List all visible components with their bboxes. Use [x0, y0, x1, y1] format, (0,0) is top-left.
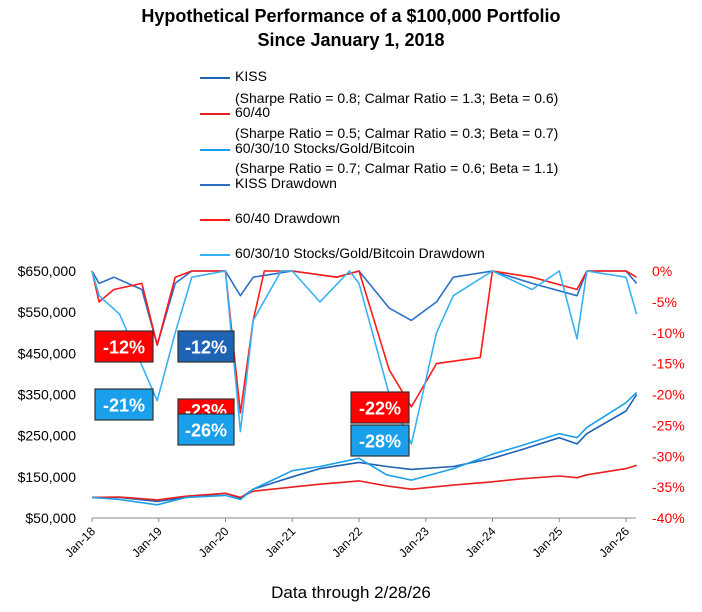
legend-note-btc: (Sharpe Ratio = 0.7; Calmar Ratio = 0.6;…	[235, 160, 559, 176]
annotation-3: -21%	[94, 388, 154, 421]
x-tick-label: Jan-20	[196, 524, 232, 560]
right-tick-label: -15%	[652, 356, 685, 372]
annotation-box	[177, 413, 235, 446]
left-tick-label: $650,000	[18, 263, 77, 279]
annotation-box	[177, 330, 235, 363]
annotation-box	[94, 330, 154, 363]
annotation-2: -12%	[177, 330, 235, 363]
right-tick-label: -5%	[652, 294, 677, 310]
left-tick-label: $350,000	[18, 387, 77, 403]
annotation-box	[350, 424, 410, 457]
x-tick-label: Jan-22	[329, 524, 365, 560]
x-tick-label: Jan-21	[263, 524, 299, 560]
chart-title: Hypothetical Performance of a $100,000 P…	[141, 6, 561, 26]
footnote: Data through 2/28/26	[271, 583, 431, 602]
x-tick-label: Jan-19	[129, 524, 165, 560]
series-btc-drawdown	[91, 270, 638, 445]
x-tick-label: Jan-26	[596, 524, 632, 560]
right-tick-label: -10%	[652, 325, 685, 341]
legend-label-sixty-forty: 60/40	[235, 104, 271, 120]
legend-label-kiss-drawdown: KISS Drawdown	[235, 175, 337, 191]
annotation-6: -22%	[350, 391, 410, 424]
x-tick-label: Jan-25	[530, 524, 566, 560]
left-tick-label: $150,000	[18, 469, 77, 485]
legend-label-btc: 60/30/10 Stocks/Gold/Bitcoin	[235, 140, 415, 156]
annotation-box	[94, 388, 154, 421]
series-sixty-forty-drawdown	[91, 270, 638, 414]
annotation-label: -12%	[103, 338, 145, 358]
annotation-1: -12%	[94, 330, 154, 363]
annotation-label: -12%	[185, 338, 227, 358]
legend-label-sixty-forty-drawdown: 60/40 Drawdown	[235, 210, 341, 226]
annotation-label: -22%	[359, 399, 401, 419]
legend-swatch-btc-drawdown	[200, 254, 230, 256]
annotation-label: -21%	[103, 396, 145, 416]
right-tick-label: -40%	[652, 510, 685, 526]
legend-label-kiss: KISS	[235, 68, 267, 84]
right-tick-label: -25%	[652, 417, 685, 433]
x-tick-label: Jan-18	[62, 524, 98, 560]
annotation-label: -28%	[359, 432, 401, 452]
series-sixty-forty	[91, 464, 637, 501]
chart-subtitle: Since January 1, 2018	[257, 30, 445, 50]
x-tick-label: Jan-24	[463, 524, 499, 560]
right-tick-label: 0%	[652, 263, 672, 279]
legend-swatch-kiss	[200, 77, 230, 79]
left-tick-label: $50,000	[25, 510, 76, 526]
left-tick-label: $550,000	[18, 304, 77, 320]
legend-swatch-btc	[200, 149, 230, 151]
legend-label-btc-drawdown: 60/30/10 Stocks/Gold/Bitcoin Drawdown	[235, 245, 485, 261]
annotation-5: -26%	[177, 413, 235, 446]
legend-swatch-kiss-drawdown	[200, 184, 230, 186]
annotation-label: -26%	[185, 421, 227, 441]
right-tick-label: -35%	[652, 479, 685, 495]
legend-swatch-sixty-forty	[200, 113, 230, 115]
right-tick-label: -20%	[652, 387, 685, 403]
left-tick-label: $250,000	[18, 428, 77, 444]
annotation-box	[350, 391, 410, 424]
right-tick-label: -30%	[652, 448, 685, 464]
legend-note-sixty-forty: (Sharpe Ratio = 0.5; Calmar Ratio = 0.3;…	[235, 125, 559, 141]
annotation-7: -28%	[350, 424, 410, 457]
series-btc	[91, 391, 638, 506]
legend-swatch-sixty-forty-drawdown	[200, 219, 230, 221]
x-tick-label: Jan-23	[396, 524, 432, 560]
legend-note-kiss: (Sharpe Ratio = 0.8; Calmar Ratio = 1.3;…	[235, 90, 559, 106]
left-tick-label: $450,000	[18, 345, 77, 361]
